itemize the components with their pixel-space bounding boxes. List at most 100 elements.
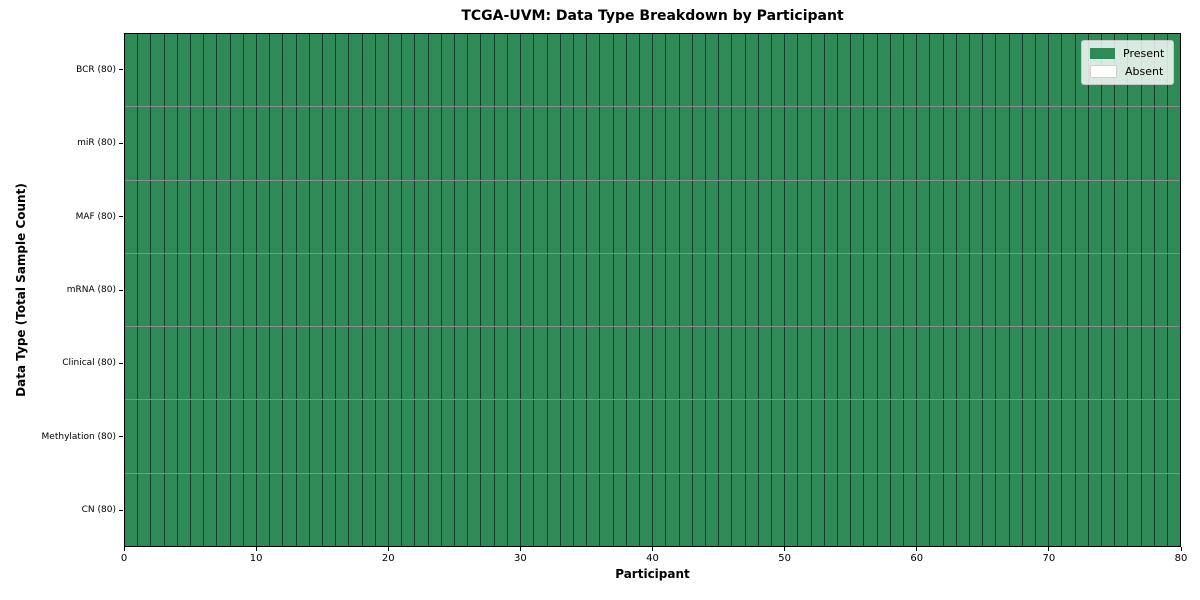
xtick-mark — [1048, 547, 1050, 551]
heatmap-cell — [375, 327, 390, 400]
heatmap-cell — [217, 34, 231, 107]
heatmap-cell — [837, 180, 852, 253]
heatmap-cell — [758, 473, 772, 546]
heatmap-cell — [1049, 180, 1063, 253]
xtick-mark — [255, 547, 257, 551]
xtick-label-40: 40 — [646, 553, 659, 564]
heatmap-cell — [1009, 327, 1023, 400]
heatmap-cell — [824, 327, 838, 400]
heatmap-cell — [639, 34, 654, 107]
heatmap-cell — [230, 473, 244, 546]
heatmap-cell — [1141, 107, 1155, 180]
heatmap-cell — [230, 253, 244, 327]
heatmap-cell — [191, 400, 205, 473]
heatmap-cell — [626, 327, 640, 400]
heatmap-cell — [771, 180, 786, 253]
heatmap-cell — [270, 107, 284, 180]
heatmap-cell — [719, 180, 733, 253]
heatmap-cell — [1154, 180, 1169, 253]
present-swatch — [1090, 48, 1115, 59]
heatmap-cell — [415, 34, 429, 107]
heatmap-cell — [692, 253, 706, 327]
heatmap-cell — [1022, 34, 1037, 107]
heatmap-cell — [824, 107, 838, 180]
heatmap-cell — [1022, 180, 1037, 253]
heatmap-cell — [547, 107, 561, 180]
heatmap-cell — [455, 34, 469, 107]
heatmap-cell — [534, 327, 548, 400]
heatmap-cell — [745, 34, 759, 107]
heatmap-cell — [917, 180, 931, 253]
heatmap-cell — [573, 253, 588, 327]
ytick-label-maf: MAF (80) — [75, 211, 116, 222]
heatmap-cell — [1141, 473, 1155, 546]
heatmap-cell — [217, 327, 231, 400]
heatmap-cell — [309, 400, 324, 473]
xtick-label-10: 10 — [249, 553, 263, 564]
heatmap-cell — [811, 400, 825, 473]
heatmap-cell — [890, 473, 904, 546]
heatmap-cell — [560, 327, 574, 400]
heatmap-cell — [864, 400, 878, 473]
heatmap-cell — [917, 34, 931, 107]
heatmap-cell — [336, 400, 350, 473]
heatmap-cell — [1022, 253, 1037, 327]
heatmap-cell — [441, 180, 456, 253]
heatmap-cell — [771, 107, 786, 180]
heatmap-cell — [903, 473, 918, 546]
heatmap-cell — [1075, 253, 1089, 327]
heatmap-cell — [389, 180, 403, 253]
heatmap-cell — [719, 107, 733, 180]
xtick-mark — [784, 547, 786, 551]
heatmap-cell — [270, 327, 284, 400]
heatmap-cell — [481, 107, 495, 180]
heatmap-cell — [560, 473, 574, 546]
heatmap-cell — [1036, 34, 1050, 107]
heatmap-cell — [177, 473, 192, 546]
heatmap-cell — [415, 107, 429, 180]
heatmap-cell — [164, 180, 178, 253]
heatmap-cell — [1154, 473, 1169, 546]
heatmap-cell — [507, 107, 522, 180]
heatmap-cell — [1141, 400, 1155, 473]
heatmap-cell — [177, 107, 192, 180]
heatmap-cell — [732, 253, 746, 327]
heatmap-cell — [917, 327, 931, 400]
heatmap-cell — [164, 327, 178, 400]
heatmap-row-mrna — [125, 253, 1181, 328]
heatmap-cell — [230, 107, 244, 180]
heatmap-cell — [970, 400, 984, 473]
heatmap-cell — [1036, 400, 1050, 473]
heatmap-cell — [547, 34, 561, 107]
heatmap-cell — [983, 327, 997, 400]
heatmap-cell — [257, 473, 271, 546]
heatmap-cell — [323, 473, 337, 546]
heatmap-cell — [626, 253, 640, 327]
heatmap-cell — [191, 327, 205, 400]
heatmap-cell — [494, 253, 508, 327]
heatmap-cell — [1141, 180, 1155, 253]
heatmap-cell — [837, 327, 852, 400]
heatmap-cell — [468, 180, 482, 253]
ytick-label-mrna: mRNA (80) — [66, 285, 116, 295]
heatmap-cell — [639, 253, 654, 327]
heatmap-cell — [349, 473, 363, 546]
heatmap-cell — [613, 473, 627, 546]
heatmap-cell — [890, 253, 904, 327]
heatmap-cell — [125, 327, 139, 400]
heatmap-cell — [309, 253, 324, 327]
heatmap-cell — [362, 107, 376, 180]
heatmap-cell — [1128, 107, 1142, 180]
heatmap-cell — [1102, 253, 1116, 327]
xtick-label-60: 60 — [910, 553, 924, 564]
legend-label-present: Present — [1123, 47, 1165, 60]
heatmap-cell — [666, 473, 680, 546]
heatmap-cell — [771, 34, 786, 107]
heatmap-cell — [983, 34, 997, 107]
heatmap-cell — [705, 34, 720, 107]
heatmap-cell — [771, 400, 786, 473]
heatmap-cell — [1022, 107, 1037, 180]
heatmap-cell — [362, 253, 376, 327]
heatmap-cell — [402, 253, 416, 327]
heatmap-cell — [1075, 327, 1089, 400]
